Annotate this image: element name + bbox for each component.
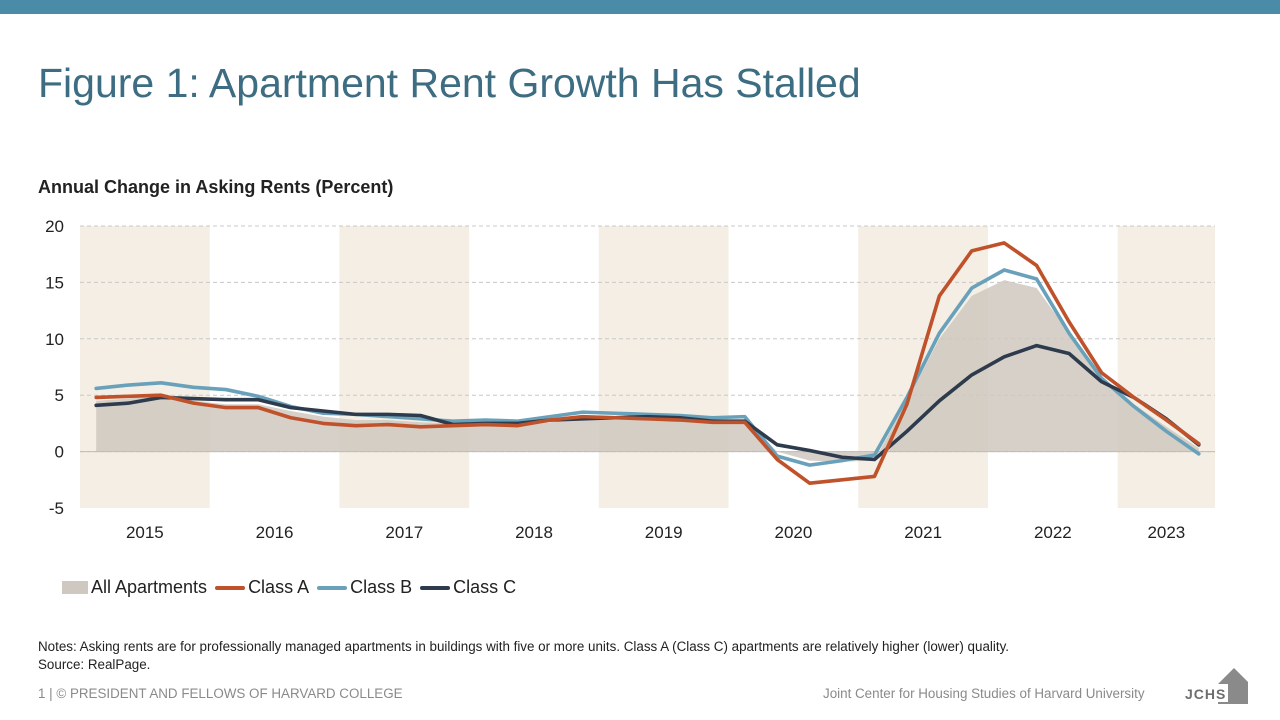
x-tick-label: 2015 (126, 523, 164, 542)
y-tick-label: 5 (55, 386, 64, 405)
legend-swatch-class-a (215, 585, 246, 590)
legend-item-all: All Apartments (62, 577, 207, 598)
x-tick-label: 2020 (775, 523, 813, 542)
year-band-2017 (339, 226, 470, 508)
x-tick-label: 2018 (515, 523, 553, 542)
footer-copyright: 1 | © PRESIDENT AND FELLOWS OF HARVARD C… (38, 686, 403, 701)
chart-legend: All Apartments Class A Class B Class C (62, 577, 524, 598)
source-text: Source: RealPage. (38, 657, 151, 672)
legend-swatch-all (62, 581, 88, 594)
legend-swatch-class-b (317, 585, 348, 590)
legend-label-class-b: Class B (350, 577, 413, 597)
legend-label-class-c: Class C (453, 577, 517, 597)
series-line-class-c (94, 343, 1201, 462)
legend-swatch-class-c (420, 585, 451, 590)
footer-organization: Joint Center for Housing Studies of Harv… (823, 686, 1145, 701)
legend-label-class-a: Class A (248, 577, 310, 597)
x-tick-label: 2019 (645, 523, 683, 542)
year-band-2019 (598, 226, 729, 508)
y-tick-label: 0 (55, 443, 64, 462)
series-line-class-a (94, 241, 1201, 485)
page-title: Figure 1: Apartment Rent Growth Has Stal… (38, 60, 861, 106)
y-tick-label: -5 (49, 499, 64, 518)
y-tick-label: 10 (45, 330, 64, 349)
series-line-class-b (94, 268, 1201, 467)
legend-item-class-a: Class A (215, 577, 309, 598)
x-tick-label: 2022 (1034, 523, 1072, 542)
x-tick-label: 2016 (256, 523, 294, 542)
legend-label-all: All Apartments (91, 577, 208, 597)
y-tick-label: 20 (45, 217, 64, 236)
legend-item-class-c: Class C (420, 577, 516, 598)
chart-title: Annual Change in Asking Rents (Percent) (38, 177, 394, 197)
top-accent-bar (0, 0, 1280, 14)
legend-item-class-b: Class B (317, 577, 412, 598)
notes-text: Notes: Asking rents are for professional… (38, 639, 1009, 654)
x-tick-label: 2017 (385, 523, 423, 542)
year-band-2015 (80, 226, 210, 508)
x-tick-label: 2021 (904, 523, 942, 542)
year-band-2023 (1117, 226, 1215, 508)
jchs-logo-text: JCHS (1185, 686, 1226, 702)
chart-notes: Notes: Asking rents are for professional… (38, 638, 1009, 674)
y-tick-label: 15 (45, 273, 64, 292)
jchs-logo: JCHS (1184, 668, 1248, 704)
x-tick-label: 2023 (1147, 523, 1185, 542)
